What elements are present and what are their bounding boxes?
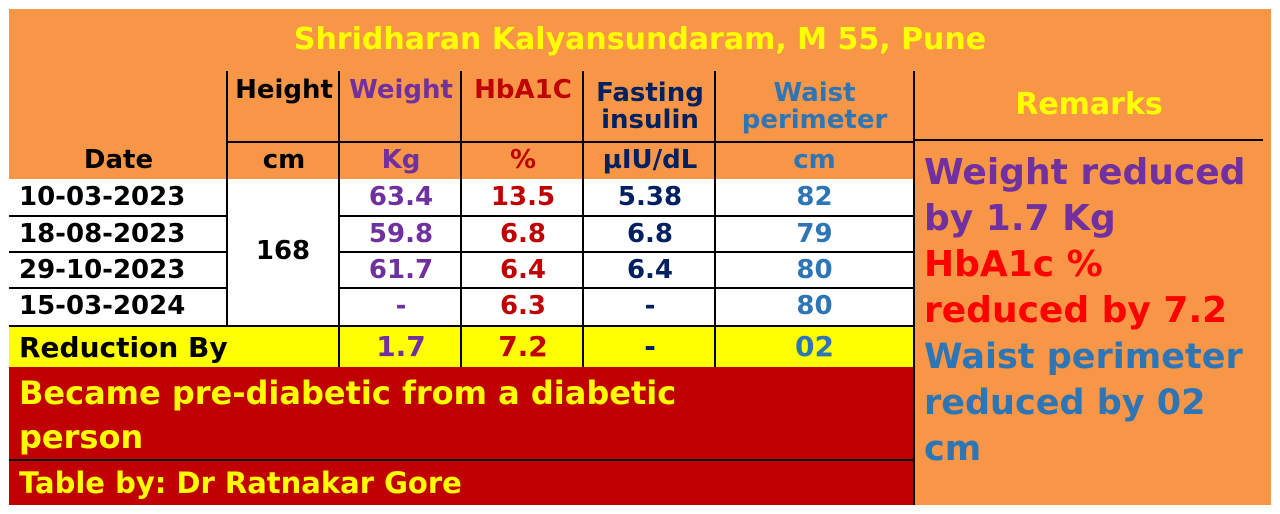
unit-hba1c: % xyxy=(460,141,584,179)
cell-weight: 59.8 xyxy=(338,215,462,252)
unit-weight: Kg xyxy=(338,141,462,179)
cell-waist: 82 xyxy=(714,179,913,216)
unit-height: cm xyxy=(226,141,340,179)
header-hba1c: HbA1C xyxy=(460,71,584,143)
remarks-weight: Weight reduced by 1.7 Kg xyxy=(924,152,1246,239)
reduction-weight: 1.7 xyxy=(338,327,462,367)
remarks-header: Remarks xyxy=(915,71,1263,141)
cell-hba1c: 6.3 xyxy=(460,287,584,325)
title-bar: Shridharan Kalyansundaram, M 55, Pune xyxy=(9,9,1271,71)
reduction-hba1c: 7.2 xyxy=(460,327,584,367)
reduction-label: Reduction By xyxy=(19,331,228,365)
header-date: Date xyxy=(83,145,154,176)
cell-weight: 61.7 xyxy=(338,251,462,288)
cell-fasting: 6.8 xyxy=(582,215,716,252)
page-title: Shridharan Kalyansundaram, M 55, Pune xyxy=(293,22,987,58)
remarks-hba1c: HbA1c % reduced by 7.2 xyxy=(924,244,1228,331)
unit-waist: cm xyxy=(714,141,913,179)
header-height: Height xyxy=(226,71,340,143)
cell-fasting: - xyxy=(582,287,716,325)
cell-fasting: 6.4 xyxy=(582,251,716,288)
credit-box: Table by: Dr Ratnakar Gore xyxy=(9,459,913,505)
reduction-waist: 02 xyxy=(714,327,913,367)
table-row-date: 29-10-2023 xyxy=(9,251,228,288)
header-fasting-insulin: Fasting insulin xyxy=(582,71,716,143)
cell-waist: 79 xyxy=(714,215,913,252)
cell-hba1c: 13.5 xyxy=(460,179,584,216)
unit-fasting: µIU/dL xyxy=(582,141,716,179)
remarks-waist: Waist perimeter reduced by 02 cm xyxy=(924,337,1243,469)
remarks-panel xyxy=(913,71,1271,505)
header-weight: Weight xyxy=(338,71,462,143)
cell-weight: 63.4 xyxy=(338,179,462,216)
conclusion-text: Became pre-diabetic from a diabetic pers… xyxy=(19,374,677,456)
cell-weight: - xyxy=(338,287,462,325)
cell-hba1c: 6.8 xyxy=(460,215,584,252)
table-row-date: 18-08-2023 xyxy=(9,215,228,252)
table-row-date: 15-03-2024 xyxy=(9,287,228,325)
credit-text: Table by: Dr Ratnakar Gore xyxy=(19,466,462,500)
reduction-fasting: - xyxy=(582,327,716,367)
table-row-date: 10-03-2023 xyxy=(19,181,186,212)
conclusion-box: Became pre-diabetic from a diabetic pers… xyxy=(9,367,913,459)
cell-waist: 80 xyxy=(714,287,913,325)
cell-fasting: 5.38 xyxy=(582,179,716,216)
cell-hba1c: 6.4 xyxy=(460,251,584,288)
cell-height: 168 xyxy=(226,179,340,325)
cell-waist: 80 xyxy=(714,251,913,288)
header-waist-perimeter: Waist perimeter xyxy=(714,71,913,143)
